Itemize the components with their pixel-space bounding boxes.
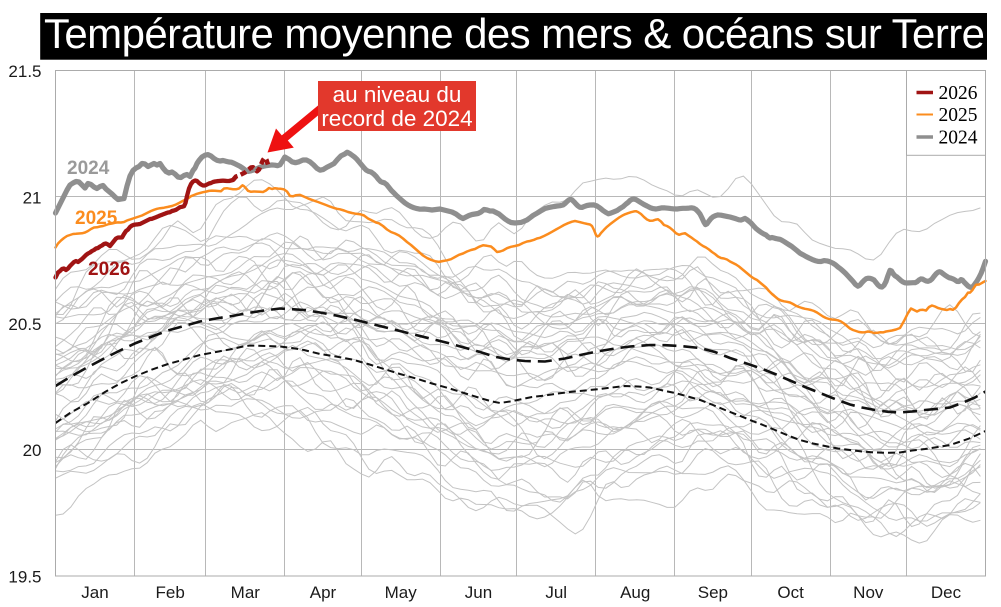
svg-text:20: 20: [23, 441, 42, 460]
svg-text:Jul: Jul: [545, 583, 567, 602]
svg-text:Apr: Apr: [310, 583, 337, 602]
svg-text:Mar: Mar: [231, 583, 261, 602]
svg-text:21.5: 21.5: [8, 62, 41, 81]
svg-text:Feb: Feb: [156, 583, 185, 602]
svg-text:2025: 2025: [939, 105, 978, 126]
svg-text:Jun: Jun: [465, 583, 492, 602]
svg-text:Nov: Nov: [853, 583, 884, 602]
svg-text:May: May: [385, 583, 418, 602]
svg-text:Oct: Oct: [777, 583, 804, 602]
svg-text:Température moyenne des mers &: Température moyenne des mers & océans su…: [44, 10, 985, 57]
svg-text:19.5: 19.5: [8, 568, 41, 587]
svg-text:Sep: Sep: [698, 583, 728, 602]
svg-text:20.5: 20.5: [8, 315, 41, 334]
svg-text:Aug: Aug: [620, 583, 650, 602]
svg-text:Jan: Jan: [81, 583, 108, 602]
svg-text:2025: 2025: [75, 208, 118, 229]
svg-text:Dec: Dec: [931, 583, 962, 602]
svg-text:2024: 2024: [67, 158, 110, 179]
svg-text:21: 21: [23, 188, 42, 207]
svg-text:au niveau du: au niveau du: [333, 82, 462, 107]
svg-text:2026: 2026: [939, 83, 978, 104]
svg-text:2024: 2024: [939, 127, 978, 148]
svg-text:record de 2024: record de 2024: [321, 106, 472, 131]
svg-text:2026: 2026: [88, 259, 130, 280]
